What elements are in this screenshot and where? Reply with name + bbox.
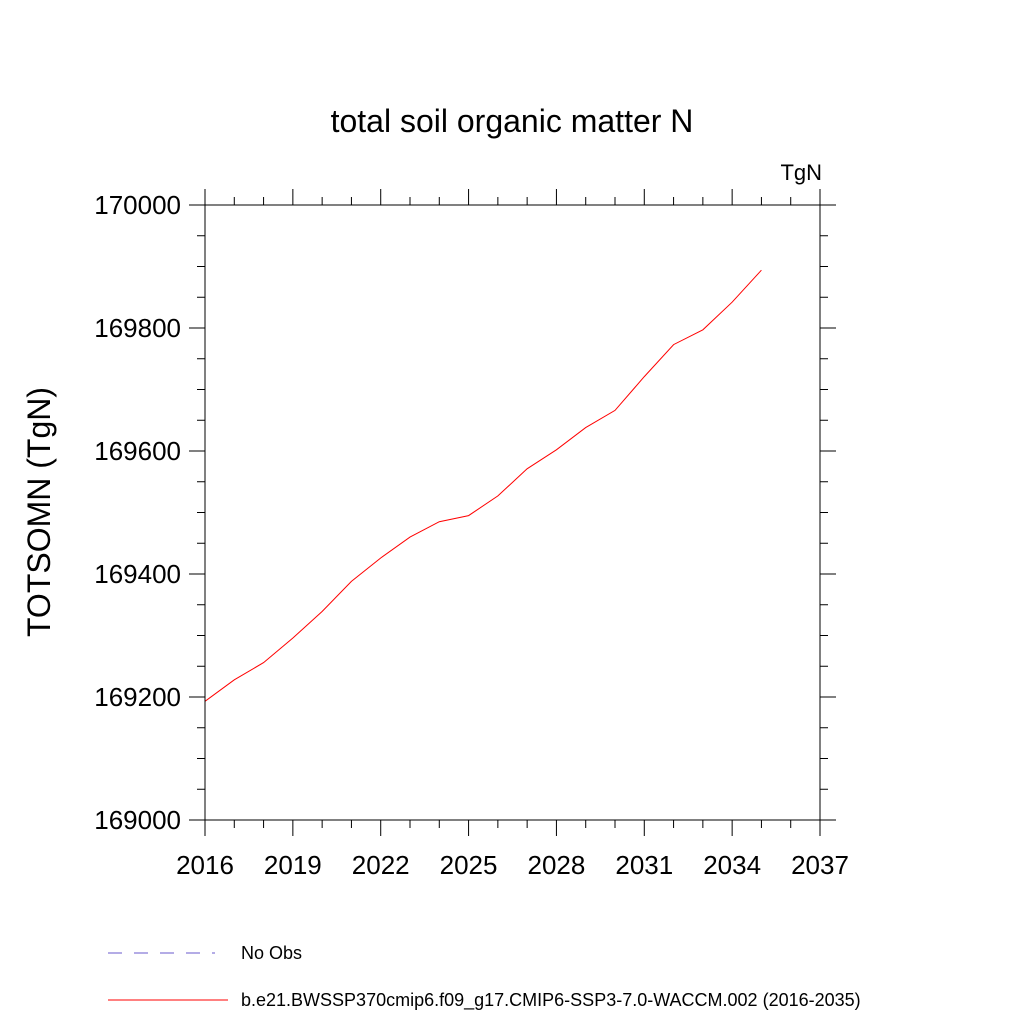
series-line bbox=[204, 269, 762, 702]
y-tick-labels: 169000 169200 169400 169600 169800 170000 bbox=[94, 190, 181, 835]
x-tick-label: 2019 bbox=[264, 850, 322, 880]
axis-ticks bbox=[189, 189, 836, 836]
x-tick-label: 2025 bbox=[440, 850, 498, 880]
y-tick-label: 169400 bbox=[94, 559, 181, 589]
x-tick-label: 2031 bbox=[615, 850, 673, 880]
y-tick-label: 169800 bbox=[94, 313, 181, 343]
x-tick-label: 2028 bbox=[528, 850, 586, 880]
y-tick-label: 169200 bbox=[94, 682, 181, 712]
y-tick-label: 170000 bbox=[94, 190, 181, 220]
y-axis-label: TOTSOMN (TgN) bbox=[21, 387, 57, 637]
chart-title: total soil organic matter N bbox=[331, 103, 694, 139]
legend-item: b.e21.BWSSP370cmip6.f09_g17.CMIP6-SSP3-7… bbox=[108, 990, 861, 1011]
x-tick-label: 2034 bbox=[703, 850, 761, 880]
series-lines bbox=[204, 269, 762, 702]
x-tick-label: 2037 bbox=[791, 850, 849, 880]
plot-frame bbox=[204, 204, 821, 821]
x-tick-label: 2016 bbox=[176, 850, 234, 880]
y-tick-label: 169600 bbox=[94, 436, 181, 466]
legend: No Obs b.e21.BWSSP370cmip6.f09_g17.CMIP6-… bbox=[108, 943, 861, 1011]
legend-label: No Obs bbox=[241, 943, 302, 963]
legend-label: b.e21.BWSSP370cmip6.f09_g17.CMIP6-SSP3-7… bbox=[241, 990, 861, 1011]
y-tick-label: 169000 bbox=[94, 805, 181, 835]
units-label: TgN bbox=[780, 160, 822, 185]
x-tick-labels: 2016 2019 2022 2025 2028 2031 2034 2037 bbox=[176, 850, 849, 880]
legend-item: No Obs bbox=[108, 943, 302, 963]
x-tick-label: 2022 bbox=[352, 850, 410, 880]
